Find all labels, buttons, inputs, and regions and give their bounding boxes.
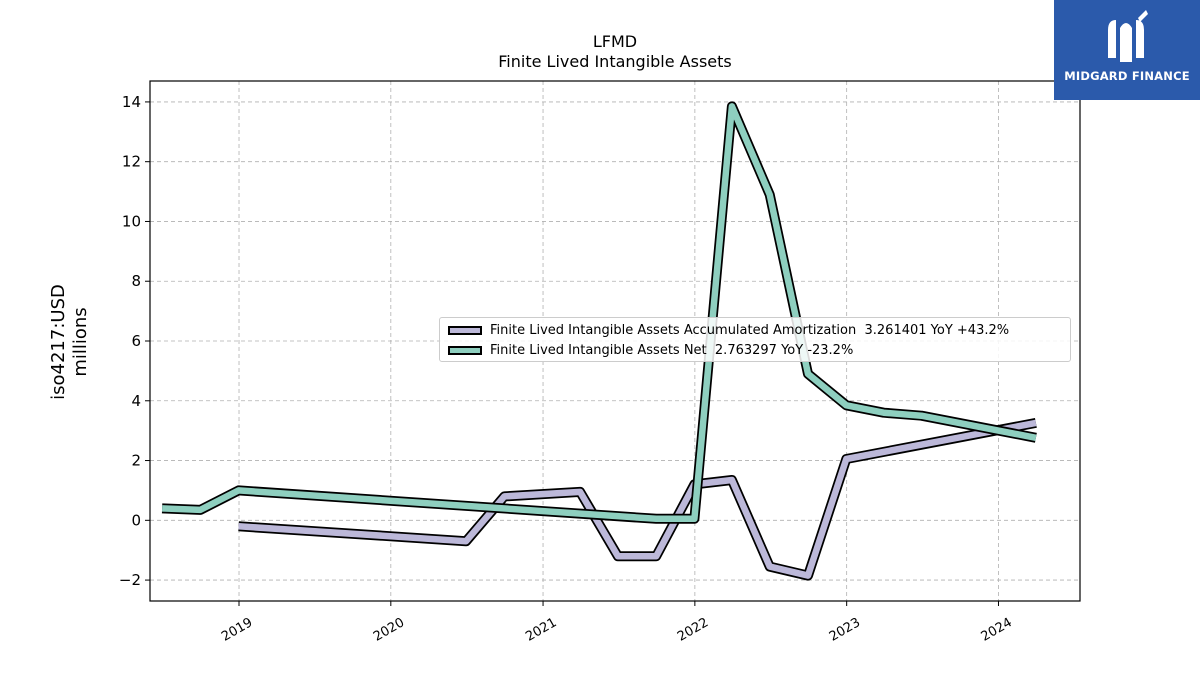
legend-swatch-net	[448, 345, 482, 355]
legend-item-amortization: Finite Lived Intangible Assets Accumulat…	[448, 322, 1009, 338]
x-tick-label: 2020	[371, 615, 407, 645]
x-tick-label: 2021	[523, 615, 559, 645]
y-axis-label: iso4217:USDmillions	[48, 284, 91, 400]
legend-label-net: Finite Lived Intangible Assets Net 2.763…	[490, 342, 854, 358]
series-line-1	[161, 103, 1037, 523]
y-tick-label: 14	[122, 93, 141, 111]
y-axis-label-line: millions	[70, 307, 91, 376]
y-tick-label: 12	[122, 153, 141, 171]
series-lines	[161, 101, 1037, 581]
x-tick-label: 2024	[979, 615, 1015, 645]
series-outline-1	[161, 101, 1037, 524]
legend: Finite Lived Intangible Assets Accumulat…	[439, 317, 1071, 362]
x-tick-label: 2019	[219, 615, 255, 645]
x-tick-label: 2022	[675, 615, 711, 645]
axes: −2 0 2 4 6 8 10 12 14 2019 2020 2021 2022 2023 2024	[119, 93, 1015, 645]
y-tick-label: 4	[131, 392, 141, 410]
chart-title: LFMD	[593, 32, 637, 51]
legend-swatch-amortization	[448, 325, 482, 335]
y-tick-label: 6	[131, 332, 141, 350]
y-axis-label-line: iso4217:USD	[48, 284, 69, 400]
midgard-finance-logo: MIDGARD FINANCE	[1054, 0, 1200, 100]
y-tick-label: −2	[119, 571, 141, 589]
y-tick-label: 2	[131, 452, 141, 470]
y-tick-label: 10	[122, 212, 141, 230]
legend-item-net: Finite Lived Intangible Assets Net 2.763…	[448, 342, 853, 358]
x-tick-label: 2023	[827, 615, 863, 645]
y-tick-label: 8	[131, 272, 141, 290]
legend-label-amortization: Finite Lived Intangible Assets Accumulat…	[490, 322, 1010, 338]
chart-subtitle: Finite Lived Intangible Assets	[498, 52, 731, 71]
logo-text: MIDGARD FINANCE	[1064, 69, 1190, 83]
y-tick-label: 0	[131, 511, 141, 529]
logo-mark-icon	[1108, 10, 1148, 62]
